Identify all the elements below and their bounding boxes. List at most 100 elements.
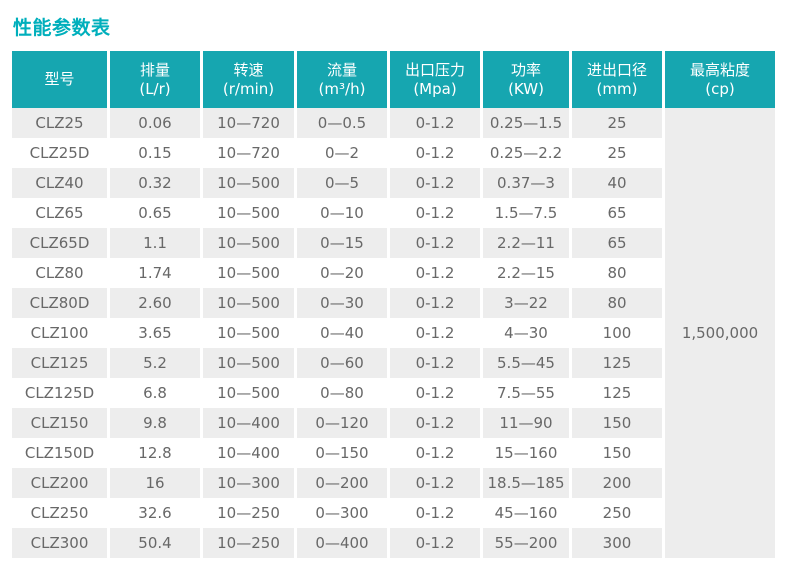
table-cell: 0-1.2	[415, 144, 455, 162]
table-cell: 5.2	[110, 348, 200, 378]
table-cell: 80	[607, 264, 627, 282]
column-header-label: 进出口径	[586, 60, 647, 79]
table-cell: 18.5—185	[483, 468, 569, 498]
table-cell: 10—400	[217, 444, 280, 462]
row-model: CLZ25	[12, 108, 107, 138]
table-cell: 65	[572, 228, 662, 258]
page-title: 性能参数表	[13, 17, 111, 39]
table-cell: 10—500	[217, 264, 280, 282]
column-header-unit: (m³/h)	[318, 79, 366, 98]
table-cell: 10—300	[203, 468, 294, 498]
table-cell: 0-1.2	[390, 228, 480, 258]
table-cell: 1.5—7.5	[494, 204, 558, 222]
table-cell: 0-1.2	[390, 168, 480, 198]
table-cell: 10—720	[217, 144, 280, 162]
table-cell: 0-1.2	[415, 384, 455, 402]
table-cell: 2.60	[110, 288, 200, 318]
table-cell: 0-1.2	[415, 204, 455, 222]
table-cell: 10—400	[203, 408, 294, 438]
table-cell: 16	[110, 468, 200, 498]
row-model: CLZ150D	[24, 444, 95, 462]
column-header-3: 流量 (m³/h)	[297, 51, 387, 108]
table-cell: 3—22	[483, 288, 569, 318]
column-header-1: 排量 (L/r)	[110, 51, 200, 108]
table-cell: 0-1.2	[415, 264, 455, 282]
table-cell: 0—2	[324, 144, 360, 162]
column-header-label: 功率	[510, 60, 541, 79]
table-cell: 10—500	[203, 288, 294, 318]
row-model: CLZ300	[12, 528, 107, 558]
table-cell: 0—20	[320, 264, 364, 282]
column-header-label: 转速	[233, 60, 264, 79]
table-cell: 4—30	[504, 324, 548, 342]
table-cell: 0.65	[138, 204, 172, 222]
table-cell: 150	[572, 408, 662, 438]
table-cell: 6.8	[143, 384, 167, 402]
performance-table: 型号 排量 (L/r) 转速 (r/min) 流量 (m³/h) 出口压力 (Mpa) 功率 (KW…	[12, 51, 775, 558]
table-cell: 0—60	[297, 348, 387, 378]
column-header-6: 进出口径 (mm)	[572, 51, 662, 108]
table-cell: 2.2—11	[483, 228, 569, 258]
column-header-label: 排量	[139, 60, 170, 79]
row-model: CLZ25D	[29, 144, 90, 162]
table-cell: 0—200	[297, 468, 387, 498]
table-cell: 0-1.2	[390, 528, 480, 558]
column-header-4: 出口压力 (Mpa)	[390, 51, 480, 108]
column-header-label: 出口压力	[404, 60, 465, 79]
table-cell: 25	[607, 144, 627, 162]
table-cell: 0—120	[297, 408, 387, 438]
table-cell: 10—500	[217, 384, 280, 402]
column-header-label: 流量	[326, 60, 357, 79]
table-cell: 0—150	[315, 444, 369, 462]
table-cell: 150	[602, 444, 632, 462]
table-cell: 250	[602, 504, 632, 522]
column-header-unit: (mm)	[596, 79, 638, 98]
table-cell: 0.15	[138, 144, 172, 162]
table-cell: 25	[572, 108, 662, 138]
table-cell: 0.06	[110, 108, 200, 138]
row-model: CLZ250	[30, 504, 89, 522]
table-cell: 0-1.2	[415, 444, 455, 462]
column-header-2: 转速 (r/min)	[203, 51, 294, 108]
table-cell: 0—15	[297, 228, 387, 258]
table-cell: 100	[602, 324, 632, 342]
row-model: CLZ40	[12, 168, 107, 198]
table-cell: 1.74	[138, 264, 172, 282]
table-cell: 9.8	[110, 408, 200, 438]
column-header-0: 型号	[12, 51, 107, 108]
column-header-7: 最高粘度 (cp)	[665, 51, 775, 108]
table-cell: 1.1	[110, 228, 200, 258]
table-cell: 0—5	[297, 168, 387, 198]
table-cell: 200	[572, 468, 662, 498]
table-cell: 0-1.2	[415, 504, 455, 522]
table-cell: 10—500	[203, 168, 294, 198]
column-header-unit: (KW)	[508, 79, 544, 98]
viscosity-merged-cell: 1,500,000	[665, 108, 775, 558]
row-model: CLZ125D	[24, 384, 95, 402]
table-cell: 0—40	[320, 324, 364, 342]
table-cell: 0—10	[320, 204, 364, 222]
table-cell: 0.32	[110, 168, 200, 198]
table-cell: 0-1.2	[390, 348, 480, 378]
table-cell: 0-1.2	[390, 108, 480, 138]
row-model: CLZ100	[30, 324, 89, 342]
row-model: CLZ125	[12, 348, 107, 378]
table-cell: 3.65	[138, 324, 172, 342]
table-cell: 40	[572, 168, 662, 198]
table-cell: 2.2—15	[497, 264, 555, 282]
table-cell: 0—80	[320, 384, 364, 402]
table-cell: 0-1.2	[415, 324, 455, 342]
table-cell: 32.6	[138, 504, 172, 522]
row-model: CLZ65	[35, 204, 84, 222]
table-cell: 5.5—45	[483, 348, 569, 378]
table-cell: 45—160	[494, 504, 558, 522]
table-cell: 10—250	[203, 528, 294, 558]
table-cell: 0—30	[297, 288, 387, 318]
table-cell: 10—500	[217, 324, 280, 342]
table-cell: 0—0.5	[297, 108, 387, 138]
table-cell: 0.25—2.2	[489, 144, 563, 162]
table-cell: 65	[607, 204, 627, 222]
row-model: CLZ80	[35, 264, 84, 282]
table-cell: 0—300	[315, 504, 369, 522]
table-cell: 55—200	[483, 528, 569, 558]
